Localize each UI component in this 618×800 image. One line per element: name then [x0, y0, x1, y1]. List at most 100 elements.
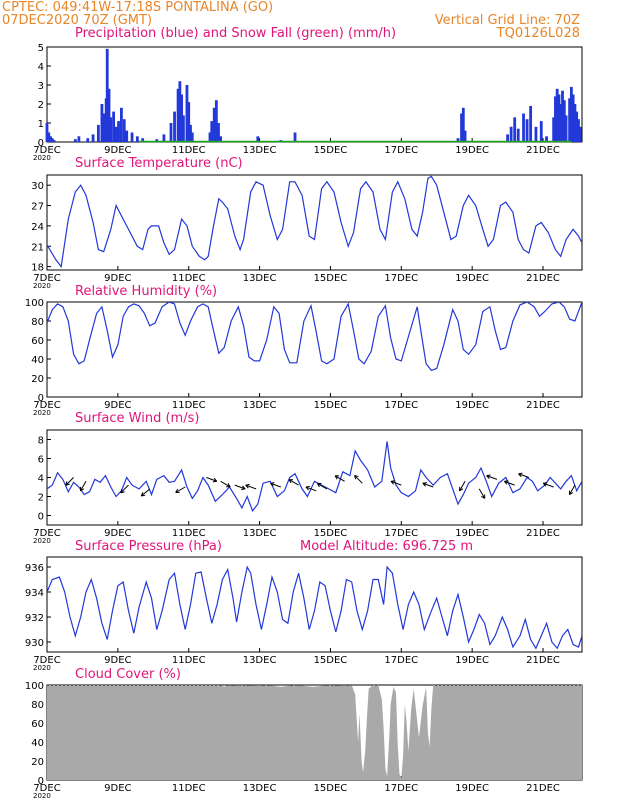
precip-ytick-label: 3 — [38, 81, 44, 92]
header-grid-note: Vertical Grid Line: 70Z — [435, 13, 580, 28]
precip-bar — [100, 104, 104, 142]
wind-ytick-label: 4 — [38, 474, 44, 485]
wind-arrow-head — [270, 482, 274, 487]
precip-bar — [208, 132, 212, 142]
precip-year-label: 2020 — [33, 154, 51, 162]
temperature-xtick-label: 9DEC — [104, 273, 131, 284]
wind-arrow-head — [486, 475, 490, 479]
precip-bar — [456, 138, 460, 142]
cloud-xtick-label: 13DEC — [243, 783, 277, 794]
precip-bar — [559, 104, 563, 142]
precip-bar — [212, 107, 216, 142]
wind-arrow — [175, 486, 186, 493]
wind-xtick-label: 7DEC — [33, 528, 60, 539]
wind-arrow — [459, 481, 466, 492]
precip-bar — [102, 113, 106, 142]
wind-arrow-head — [503, 481, 508, 485]
precip-bar — [214, 100, 218, 142]
precip-bar — [561, 90, 564, 142]
precip-bar — [141, 138, 145, 142]
wind-arrow-head — [481, 495, 486, 499]
wind-xtick-label: 13DEC — [243, 528, 277, 539]
precip-bar — [463, 130, 467, 142]
wind-arrow — [568, 484, 576, 495]
precip-bar — [96, 124, 100, 142]
cloud-panel: 0 20 40 60 80 100 7DEC 9DEC 11DEC 13DEC 15DEC 17DEC… — [25, 681, 583, 800]
wind-xtick-label: 17DEC — [384, 528, 418, 539]
plot-area: 0 1 2 3 4 5 7DEC 9DEC 11DEC 13DEC 15DEC 17DEC 19DEC 2… — [25, 43, 583, 800]
precip-bar — [577, 119, 580, 142]
wind-xtick-label: 9DEC — [104, 528, 131, 539]
precip-bar — [552, 117, 556, 142]
wind-arrow-head — [354, 474, 359, 478]
wind-arrow — [422, 482, 434, 488]
precip-bar — [568, 98, 571, 142]
precip-bar — [155, 139, 159, 142]
wind-arrow-head — [459, 488, 464, 492]
precip-bar — [210, 121, 214, 142]
precip-xtick-label: 9DEC — [104, 145, 131, 156]
humidity-series-line — [47, 302, 582, 372]
precip-bar — [525, 119, 529, 142]
wind-arrow — [234, 484, 246, 490]
precip-bar — [135, 136, 139, 142]
precip-bar — [189, 124, 192, 142]
pressure-xtick-label: 17DEC — [384, 655, 418, 666]
precip-bar — [555, 88, 559, 142]
cloud-xtick-label: 15DEC — [314, 783, 348, 794]
cloud-ytick-label: 80 — [31, 700, 44, 711]
pressure-series-line — [47, 565, 582, 650]
humidity-xtick-label: 9DEC — [104, 400, 131, 411]
wind-arrow — [65, 477, 74, 486]
wind-arrow — [245, 484, 257, 490]
humidity-panel: 0 20 40 60 80 100 7DEC 9DEC 11DEC 13DEC 15DEC 17DEC… — [25, 298, 583, 417]
pressure-xtick-label: 19DEC — [455, 655, 489, 666]
precip-ytick-label: 0 — [38, 138, 44, 149]
cloud-xtick-label: 19DEC — [455, 783, 489, 794]
precip-bar — [47, 132, 51, 142]
pressure-ytick-label: 936 — [25, 563, 44, 574]
temperature-xtick-label: 11DEC — [172, 273, 206, 284]
wind-panel-title: Surface Wind (m/s) — [75, 411, 199, 426]
cloud-ytick-label: 40 — [31, 738, 44, 749]
wind-arrow-head — [305, 485, 310, 488]
humidity-xtick-label: 15DEC — [314, 400, 348, 411]
temperature-ytick-label: 24 — [31, 222, 44, 233]
pressure-xtick-label: 7DEC — [33, 655, 60, 666]
precip-bar — [522, 113, 525, 142]
cloud-ytick-label: 60 — [31, 719, 44, 730]
precip-bar — [190, 132, 194, 142]
precip-xtick-label: 11DEC — [172, 145, 206, 156]
humidity-xtick-label: 13DEC — [243, 400, 277, 411]
wind-arrow — [504, 480, 515, 486]
header-location: CPTEC: 049:41W-17:18S PONTALINA (GO) — [2, 0, 273, 15]
wind-xtick-label: 15DEC — [314, 528, 348, 539]
humidity-panel-title: Relative Humidity (%) — [75, 284, 217, 299]
humidity-xtick-label: 19DEC — [455, 400, 489, 411]
temperature-xtick-label: 17DEC — [384, 273, 418, 284]
precip-bar — [557, 94, 561, 142]
cloud-year-label: 2020 — [33, 792, 51, 800]
precip-bar — [86, 138, 90, 142]
humidity-xtick-label: 17DEC — [384, 400, 418, 411]
precip-bar — [509, 126, 513, 142]
wind-arrow — [270, 482, 282, 488]
pressure-xtick-label: 13DEC — [243, 655, 277, 666]
wind-arrow — [354, 475, 363, 484]
precip-bar — [122, 119, 126, 142]
precip-xtick-label: 17DEC — [384, 145, 418, 156]
wind-arrow-head — [270, 482, 275, 484]
precip-bar — [187, 102, 191, 142]
precip-panel-title: Precipitation (blue) and Snow Fall (gree… — [75, 26, 396, 41]
pressure-xtick-label: 21DEC — [526, 655, 560, 666]
precip-bar — [545, 136, 548, 142]
precip-bar — [107, 88, 111, 142]
wind-panel: 0 2 4 6 8 7DEC 9DEC 11DEC 13DEC 15DEC 17DEC 19DEC 21… — [33, 429, 583, 545]
temperature-series-line — [47, 175, 582, 269]
precip-bar — [564, 115, 568, 142]
temperature-year-label: 2020 — [33, 282, 51, 290]
temperature-xtick-label: 19DEC — [455, 273, 489, 284]
precip-bar — [178, 81, 182, 142]
temperature-xtick-label: 15DEC — [314, 273, 348, 284]
